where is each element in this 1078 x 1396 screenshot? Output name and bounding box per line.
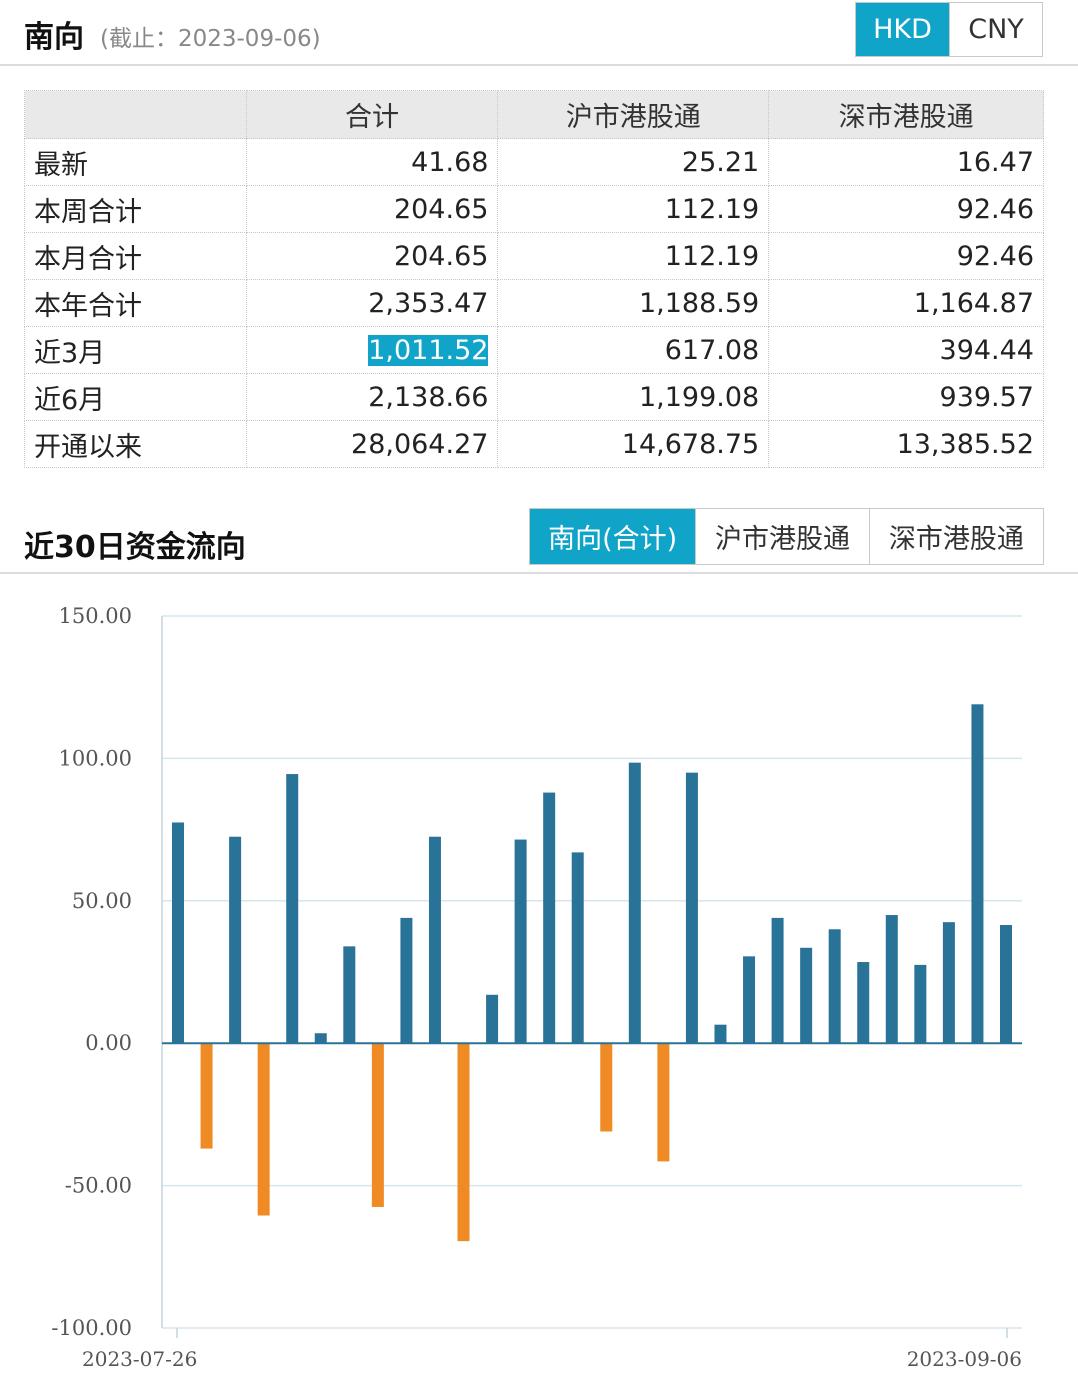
cell-total: 1,011.52 <box>245 326 499 374</box>
row-label: 最新 <box>24 138 247 186</box>
bar <box>486 994 499 1044</box>
summary-table: 合计 沪市港股通 深市港股通 最新 41.68 25.21 16.47 本周合计… <box>24 90 1044 468</box>
y-tick-label: 50.00 <box>72 889 132 913</box>
table-row: 开通以来 28,064.27 14,678.75 13,385.52 <box>24 420 1044 468</box>
table-row: 本周合计 204.65 112.19 92.46 <box>24 185 1044 233</box>
currency-hkd-button[interactable]: HKD <box>856 3 949 56</box>
bar <box>200 1043 213 1149</box>
cell-sz: 394.44 <box>768 326 1044 374</box>
cell-total: 2,353.47 <box>245 279 499 327</box>
table-row: 近6月 2,138.66 1,199.08 939.57 <box>24 373 1044 421</box>
bar <box>942 922 955 1044</box>
cell-sh: 617.08 <box>497 326 770 374</box>
bar <box>1000 925 1012 1044</box>
bar <box>628 762 641 1044</box>
bar <box>571 852 584 1044</box>
row-label: 本月合计 <box>24 232 247 280</box>
selected-text-highlight: 1,011.52 <box>368 334 489 366</box>
cell-sh: 112.19 <box>497 185 770 233</box>
cell-sh: 14,678.75 <box>497 420 770 468</box>
cell-total: 2,138.66 <box>245 373 499 421</box>
bar <box>543 792 556 1044</box>
bar <box>914 964 927 1044</box>
cell-sz: 939.57 <box>768 373 1044 421</box>
tab-southbound-total[interactable]: 南向(合计) <box>530 509 696 564</box>
cell-sz: 13,385.52 <box>768 420 1044 468</box>
currency-toggle: HKD CNY <box>855 2 1043 57</box>
as-of-date: (截止：2023-09-06) <box>100 26 321 52</box>
bar <box>371 1043 384 1207</box>
bar <box>457 1043 470 1242</box>
cell-sh: 1,188.59 <box>497 279 770 327</box>
fund-flow-bar-chart: 150.00 100.00 50.00 0.00 -50.00 -100.00 2023-0… <box>51 604 1022 1371</box>
bar <box>257 1043 270 1216</box>
table-row: 本年合计 2,353.47 1,188.59 1,164.87 <box>24 279 1044 327</box>
column-header-sh: 沪市港股通 <box>497 90 770 139</box>
cell-sz: 92.46 <box>768 232 1044 280</box>
currency-cny-button[interactable]: CNY <box>949 3 1042 56</box>
cell-sz: 92.46 <box>768 185 1044 233</box>
row-label: 本年合计 <box>24 279 247 327</box>
bar <box>857 962 870 1044</box>
bar <box>428 836 441 1044</box>
cell-total: 28,064.27 <box>245 420 499 468</box>
row-label: 近6月 <box>24 373 247 421</box>
bar <box>971 704 984 1044</box>
bar <box>400 917 413 1044</box>
bar <box>743 956 756 1044</box>
row-label: 本周合计 <box>24 185 247 233</box>
page-title: 南向 <box>24 20 84 55</box>
bar <box>172 822 184 1044</box>
column-header-total: 合计 <box>245 90 499 139</box>
table-row: 本月合计 204.65 112.19 92.46 <box>24 232 1044 280</box>
x-start-label: 2023-07-26 <box>82 1347 197 1371</box>
cell-sh: 25.21 <box>497 138 770 186</box>
row-label: 开通以来 <box>24 420 247 468</box>
bar <box>286 774 299 1044</box>
cell-sz: 16.47 <box>768 138 1044 186</box>
tab-shanghai-connect[interactable]: 沪市港股通 <box>695 509 869 564</box>
bar <box>885 915 898 1044</box>
bar <box>657 1043 670 1162</box>
bar <box>828 929 841 1044</box>
bar <box>800 947 813 1044</box>
bar <box>314 1033 327 1044</box>
flow-section-title: 近30日资金流向 <box>24 530 246 565</box>
bar <box>229 836 242 1044</box>
flow-tabs: 南向(合计) 沪市港股通 深市港股通 <box>529 508 1044 565</box>
table-row: 最新 41.68 25.21 16.47 <box>24 138 1044 186</box>
cell-sh: 112.19 <box>497 232 770 280</box>
bar <box>343 946 356 1044</box>
y-tick-label: 0.00 <box>85 1031 132 1055</box>
cell-total: 204.65 <box>245 232 499 280</box>
column-header-sz: 深市港股通 <box>768 90 1044 139</box>
bar <box>685 772 698 1044</box>
cell-total: 41.68 <box>245 138 499 186</box>
table-row: 近3月 1,011.52 617.08 394.44 <box>24 326 1044 374</box>
tab-shenzhen-connect[interactable]: 深市港股通 <box>868 509 1044 564</box>
y-tick-label: 150.00 <box>59 604 132 628</box>
bar <box>600 1043 613 1132</box>
x-end-label: 2023-09-06 <box>907 1347 1022 1371</box>
bar <box>714 1024 727 1044</box>
row-label: 近3月 <box>24 326 247 374</box>
page-header: 南向 (截止：2023-09-06) HKD CNY <box>0 0 1078 66</box>
y-tick-label: 100.00 <box>59 746 132 770</box>
cell-sz: 1,164.87 <box>768 279 1044 327</box>
table-header-row: 合计 沪市港股通 深市港股通 <box>24 90 1044 139</box>
bar <box>514 839 527 1044</box>
y-tick-label: -100.00 <box>51 1316 132 1340</box>
bar <box>771 917 784 1044</box>
column-header-blank <box>24 90 247 139</box>
cell-total: 204.65 <box>245 185 499 233</box>
cell-sh: 1,199.08 <box>497 373 770 421</box>
flow-section-header: 近30日资金流向 南向(合计) 沪市港股通 深市港股通 <box>0 508 1078 574</box>
y-tick-label: -50.00 <box>65 1174 132 1198</box>
